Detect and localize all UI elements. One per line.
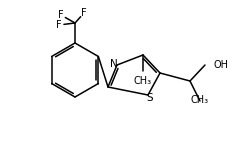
Text: OH: OH	[213, 60, 228, 70]
Text: CH₃: CH₃	[191, 95, 209, 105]
Text: S: S	[146, 93, 153, 102]
Text: CH₃: CH₃	[134, 76, 152, 86]
Text: F: F	[81, 8, 87, 18]
Text: N: N	[110, 59, 118, 68]
Text: F: F	[56, 20, 62, 30]
Text: F: F	[58, 10, 64, 20]
